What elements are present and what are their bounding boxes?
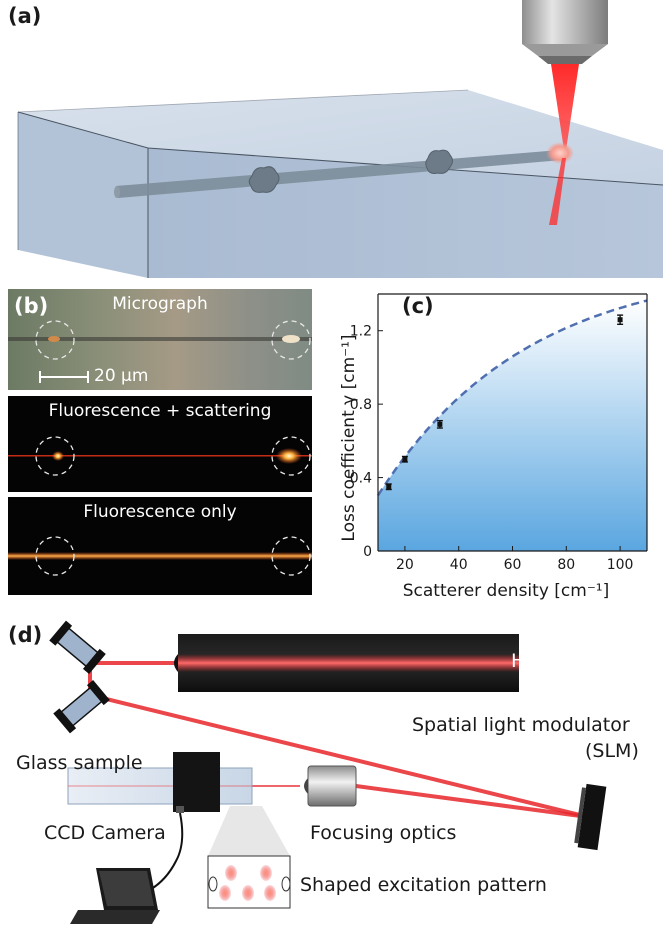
panel-a-illustration	[17, 0, 663, 278]
loss-coefficient-chart: 20 40 60 80 100 0 0.4 0.8 1.2 Scatterer density …	[339, 293, 648, 601]
fluorescence-only-title: Fluorescence only	[83, 502, 237, 522]
focal-spot-glow	[546, 142, 574, 164]
shaped-pattern-label: Shaped excitation pattern	[300, 874, 547, 896]
projection-cone	[208, 806, 290, 856]
panel-a-label: (a)	[8, 4, 42, 28]
chart-y-label: Loss coefficient γ [cm⁻¹]	[339, 334, 359, 541]
fluorescence-only-image: Fluorescence only	[8, 497, 312, 595]
slm-device	[574, 783, 607, 851]
glass-left-face	[18, 112, 148, 278]
ccd-camera-label: CCD Camera	[44, 822, 166, 844]
laser-beam-bottom	[549, 158, 566, 225]
micrograph-image: Micrograph 20 µm	[8, 289, 312, 390]
excitation-spot	[225, 865, 237, 881]
slm-label-line2: (SLM)	[585, 740, 639, 762]
panel-b-label: (b)	[14, 294, 49, 318]
slm-label-line1: Spatial light modulator	[412, 714, 630, 736]
excitation-spot	[219, 885, 231, 901]
ccd-camera	[173, 752, 220, 812]
x-tick-label: 20	[396, 557, 414, 573]
hene-laser-label: HeNe Laser	[511, 650, 621, 672]
beam-slm-to-lens	[355, 784, 589, 819]
x-tick-label: 60	[504, 557, 522, 573]
fluorescence-scattering-image: Fluorescence + scattering	[8, 396, 312, 492]
beam-mirror2-to-slm	[89, 693, 589, 819]
scatterer-2	[425, 149, 453, 174]
panel-d-label: (d)	[8, 623, 43, 647]
excitation-spot	[264, 885, 276, 901]
mirror-2	[53, 680, 110, 734]
panel-c-label: (c)	[402, 294, 434, 318]
scatterer-1	[248, 166, 280, 193]
focusing-lens	[307, 765, 357, 807]
y-tick-label: 0.4	[350, 471, 372, 487]
laptop-icon	[70, 868, 160, 924]
data-point	[402, 456, 408, 462]
fit-area-fill	[378, 300, 647, 551]
glass-sample-label: Glass sample	[16, 752, 143, 774]
micrograph-title: Micrograph	[112, 294, 208, 314]
mirror-1	[49, 620, 106, 674]
panel-d-setup	[49, 620, 607, 924]
camera-cable	[147, 812, 184, 892]
fluorescence-scattering-title: Fluorescence + scattering	[48, 401, 272, 421]
focusing-optics-label: Focusing optics	[310, 822, 457, 844]
data-point	[386, 484, 392, 490]
chart-x-label: Scatterer density [cm⁻¹]	[403, 581, 610, 601]
excitation-spot	[260, 865, 272, 881]
scalebar-label: 20 µm	[94, 366, 149, 386]
excitation-spot	[242, 885, 254, 901]
x-tick-label: 100	[607, 557, 634, 573]
x-tick-label: 40	[450, 557, 468, 573]
objective-lens	[522, 0, 608, 44]
data-point	[437, 421, 443, 427]
data-point	[617, 317, 623, 323]
y-tick-label: 0	[363, 544, 372, 560]
y-tick-label: 0.8	[350, 397, 372, 413]
laser-beam-top	[551, 64, 579, 150]
y-tick-label: 1.2	[350, 324, 372, 340]
x-tick-label: 80	[557, 557, 575, 573]
